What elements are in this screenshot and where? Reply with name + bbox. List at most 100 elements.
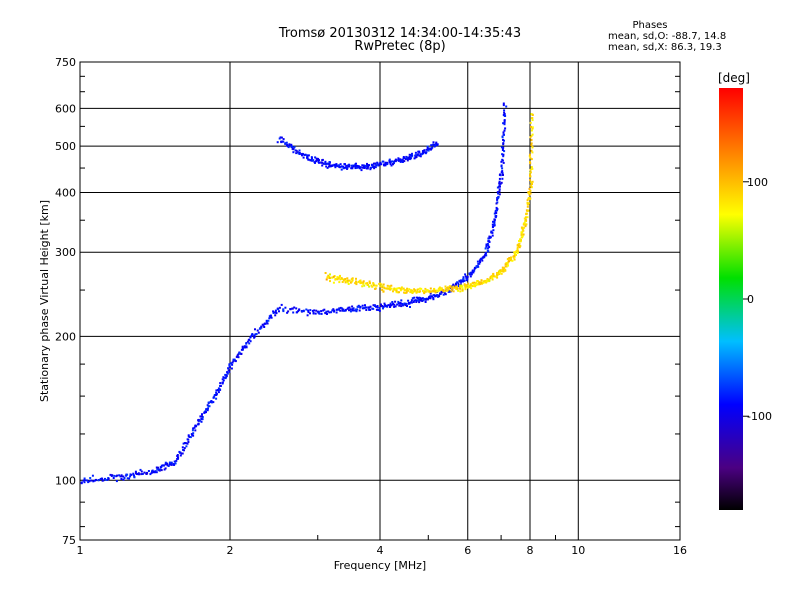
data-point-x bbox=[386, 284, 389, 287]
data-point-o bbox=[134, 470, 137, 473]
data-point-o-upper bbox=[284, 142, 287, 145]
data-point-x bbox=[331, 276, 334, 279]
data-point-o bbox=[501, 158, 504, 161]
data-point-o bbox=[311, 309, 314, 312]
data-point-o bbox=[197, 422, 200, 425]
data-point-o bbox=[187, 434, 190, 437]
data-point-o bbox=[460, 280, 462, 283]
data-point-o bbox=[222, 379, 225, 382]
data-point-x bbox=[474, 285, 477, 288]
data-point-o bbox=[221, 381, 224, 384]
data-point-o-upper bbox=[369, 166, 372, 169]
data-point-o-upper bbox=[355, 162, 357, 165]
data-point-o bbox=[469, 275, 472, 278]
data-point-x bbox=[332, 281, 335, 284]
data-point-o bbox=[272, 312, 275, 314]
data-point-o-upper bbox=[420, 153, 423, 156]
colorbar-ticks: -100 0 100 bbox=[743, 176, 772, 423]
data-point-x bbox=[524, 220, 527, 223]
data-point-x bbox=[432, 290, 435, 293]
data-point-o bbox=[89, 477, 92, 479]
data-point-o bbox=[95, 479, 97, 482]
data-point-o bbox=[382, 307, 384, 310]
phase-stats-header: Phases bbox=[632, 20, 668, 31]
data-point-o bbox=[313, 309, 316, 312]
data-point-o bbox=[392, 302, 395, 305]
data-point-o bbox=[164, 461, 167, 464]
data-point-x bbox=[526, 199, 529, 202]
data-point-o-upper bbox=[341, 165, 343, 168]
data-point-o bbox=[140, 470, 143, 473]
data-point-o bbox=[431, 295, 433, 298]
data-point-x bbox=[413, 290, 416, 293]
data-point-o bbox=[217, 391, 220, 394]
data-point-x bbox=[373, 284, 375, 287]
data-point-o bbox=[230, 362, 233, 365]
data-point-x bbox=[507, 264, 509, 267]
data-point-o bbox=[129, 473, 132, 476]
data-point-x bbox=[506, 258, 509, 261]
data-point-x bbox=[344, 278, 347, 280]
data-point-x bbox=[531, 180, 534, 183]
data-point-o bbox=[497, 192, 500, 195]
data-point-o bbox=[320, 312, 323, 315]
phase-stats-x: mean, sd,X: 86.3, 19.3 bbox=[608, 42, 722, 53]
x-tick-label: 8 bbox=[527, 544, 534, 557]
data-point-o bbox=[417, 297, 420, 300]
data-point-x bbox=[414, 289, 416, 292]
data-point-o bbox=[361, 304, 364, 307]
data-point-o-upper bbox=[367, 165, 370, 168]
data-point-x bbox=[503, 267, 506, 270]
data-point-o-upper bbox=[303, 154, 306, 156]
data-point-x bbox=[528, 187, 531, 190]
data-point-x bbox=[522, 233, 525, 236]
data-point-o bbox=[394, 300, 397, 303]
data-point-o bbox=[376, 305, 379, 307]
data-point-o-upper bbox=[356, 164, 358, 167]
data-point-o bbox=[93, 479, 96, 482]
data-point-o bbox=[201, 415, 203, 418]
data-point-o bbox=[143, 471, 146, 474]
data-point-o-upper bbox=[356, 166, 359, 169]
data-point-o bbox=[502, 104, 505, 107]
data-point-o bbox=[240, 348, 243, 351]
data-point-o bbox=[154, 470, 157, 473]
data-point-x bbox=[491, 275, 494, 278]
data-point-o bbox=[88, 480, 91, 483]
data-point-o bbox=[500, 146, 503, 149]
data-point-o-upper bbox=[430, 144, 433, 147]
data-point-o bbox=[432, 296, 435, 299]
data-point-x bbox=[455, 286, 458, 289]
data-point-o bbox=[155, 466, 158, 469]
data-point-o bbox=[263, 326, 266, 328]
data-point-o bbox=[460, 283, 462, 286]
data-point-x bbox=[411, 292, 414, 294]
data-point-o bbox=[412, 301, 415, 303]
data-point-x bbox=[531, 119, 534, 122]
data-point-o-upper bbox=[422, 152, 425, 155]
data-point-x bbox=[516, 249, 519, 252]
data-point-o-upper bbox=[285, 141, 288, 144]
data-point-o bbox=[391, 301, 394, 303]
data-point-o bbox=[470, 271, 473, 274]
data-point-x bbox=[518, 242, 521, 245]
data-point-o bbox=[464, 273, 467, 276]
data-point-o bbox=[490, 230, 493, 233]
data-point-o bbox=[418, 301, 421, 304]
data-point-o bbox=[166, 462, 168, 465]
colorbar-tick-label: 0 bbox=[747, 293, 754, 306]
data-point-x bbox=[530, 125, 532, 128]
data-point-o-upper bbox=[291, 147, 294, 150]
data-point-o bbox=[415, 296, 418, 299]
data-point-o-upper bbox=[343, 166, 346, 169]
data-point-o bbox=[505, 105, 508, 108]
data-point-x bbox=[524, 225, 527, 228]
data-point-o-upper bbox=[315, 157, 318, 160]
data-point-o-upper bbox=[395, 159, 398, 162]
data-point-x bbox=[482, 281, 485, 284]
colorbar: [deg] -100 0 100 bbox=[718, 71, 772, 510]
data-point-x bbox=[338, 281, 341, 284]
data-point-o bbox=[466, 276, 469, 279]
data-point-o bbox=[396, 303, 399, 306]
data-point-o bbox=[164, 467, 167, 470]
